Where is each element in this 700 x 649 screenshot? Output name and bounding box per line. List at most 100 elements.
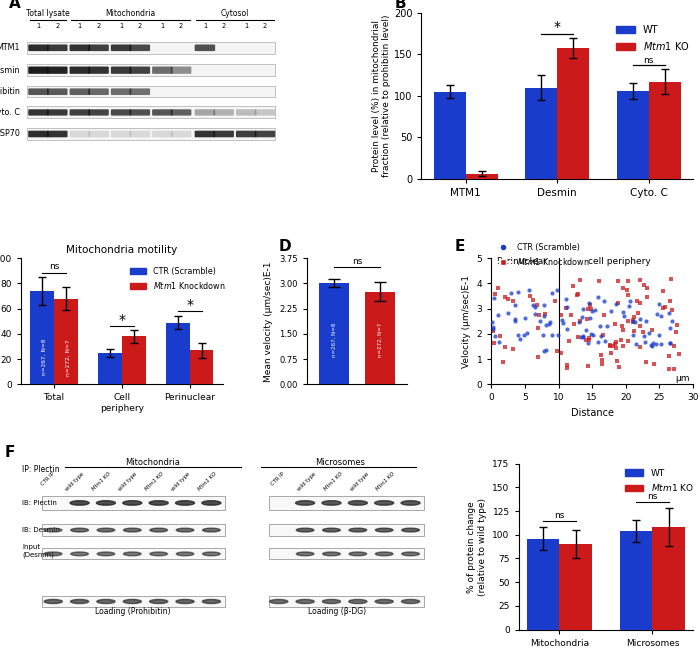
Point <box>615 335 626 345</box>
Point <box>664 364 675 374</box>
Point <box>576 312 587 323</box>
Point <box>647 324 658 335</box>
Point <box>660 301 671 312</box>
Point <box>612 276 624 286</box>
Point <box>646 341 657 352</box>
Text: wild type: wild type <box>349 471 370 492</box>
Point <box>533 310 545 320</box>
Point <box>489 293 500 303</box>
FancyBboxPatch shape <box>152 109 173 116</box>
Point <box>592 292 603 302</box>
Point <box>643 328 655 339</box>
Point <box>622 336 633 347</box>
Ellipse shape <box>202 500 221 505</box>
Point <box>634 313 645 324</box>
FancyBboxPatch shape <box>111 88 132 95</box>
Point <box>653 330 664 340</box>
Point <box>610 319 621 330</box>
Point <box>611 336 622 347</box>
Point <box>564 336 575 346</box>
Ellipse shape <box>295 500 314 505</box>
Point <box>582 304 594 314</box>
Y-axis label: % of protein change
(relative to wild type): % of protein change (relative to wild ty… <box>468 498 487 596</box>
Point <box>510 314 521 324</box>
Title: Mitochondria motility: Mitochondria motility <box>66 245 177 254</box>
Point <box>587 330 598 341</box>
Ellipse shape <box>349 500 368 505</box>
Point <box>589 305 601 315</box>
Text: 2: 2 <box>262 23 267 29</box>
Point <box>492 310 503 320</box>
Point <box>546 288 557 299</box>
FancyBboxPatch shape <box>236 130 256 138</box>
Point <box>572 332 583 342</box>
Point <box>593 276 604 286</box>
Point <box>527 299 538 310</box>
Text: n=272, N=7: n=272, N=7 <box>66 339 71 376</box>
Ellipse shape <box>149 500 168 505</box>
Point <box>586 306 597 317</box>
Point <box>574 275 585 286</box>
FancyBboxPatch shape <box>47 130 67 138</box>
Text: Mtm1 KO: Mtm1 KO <box>375 471 396 492</box>
Bar <box>525 88 557 178</box>
Point <box>635 321 646 331</box>
Point <box>666 305 677 315</box>
Point <box>569 319 580 330</box>
FancyBboxPatch shape <box>47 45 67 51</box>
Point <box>605 339 616 350</box>
Bar <box>41 548 225 559</box>
Point <box>638 280 650 291</box>
Point <box>595 321 606 332</box>
Ellipse shape <box>123 552 141 556</box>
Point <box>556 315 568 325</box>
Point <box>664 337 676 348</box>
Point <box>617 307 629 317</box>
Point <box>638 331 650 341</box>
Bar <box>319 283 349 384</box>
Point <box>627 316 638 326</box>
Text: Mtm1 KO: Mtm1 KO <box>323 471 343 492</box>
Point <box>581 313 592 324</box>
FancyBboxPatch shape <box>152 67 173 74</box>
Point <box>629 326 640 337</box>
Text: D: D <box>279 239 291 254</box>
Text: B: B <box>394 0 406 11</box>
Point <box>538 311 549 321</box>
Point <box>655 310 666 321</box>
Text: Input
(Desmin): Input (Desmin) <box>22 545 55 558</box>
Bar <box>54 299 78 384</box>
Text: HSP70: HSP70 <box>0 130 20 138</box>
Point <box>512 286 524 297</box>
Point <box>663 308 674 319</box>
Point <box>584 312 596 323</box>
Text: cell periphery: cell periphery <box>588 258 650 267</box>
Bar <box>190 350 214 384</box>
Point <box>561 294 572 304</box>
Point <box>505 288 516 299</box>
Ellipse shape <box>123 600 141 604</box>
Ellipse shape <box>176 600 194 604</box>
FancyBboxPatch shape <box>111 67 132 74</box>
Point <box>510 315 521 326</box>
Point <box>561 363 573 374</box>
Point <box>532 323 543 333</box>
FancyBboxPatch shape <box>255 109 275 116</box>
Text: Mtm1 KO: Mtm1 KO <box>144 471 164 492</box>
Point <box>641 291 652 302</box>
Bar <box>620 531 652 630</box>
Ellipse shape <box>323 600 341 604</box>
Point <box>493 283 504 293</box>
Ellipse shape <box>202 528 220 532</box>
Point <box>635 298 646 308</box>
Bar <box>526 539 559 630</box>
Point <box>524 291 536 301</box>
Point <box>531 300 542 310</box>
Bar <box>617 91 649 178</box>
Point <box>578 331 589 341</box>
FancyBboxPatch shape <box>130 88 150 95</box>
Text: n=267, N=8: n=267, N=8 <box>42 339 47 375</box>
Bar <box>269 596 424 607</box>
FancyBboxPatch shape <box>130 130 150 138</box>
Point <box>617 325 629 336</box>
